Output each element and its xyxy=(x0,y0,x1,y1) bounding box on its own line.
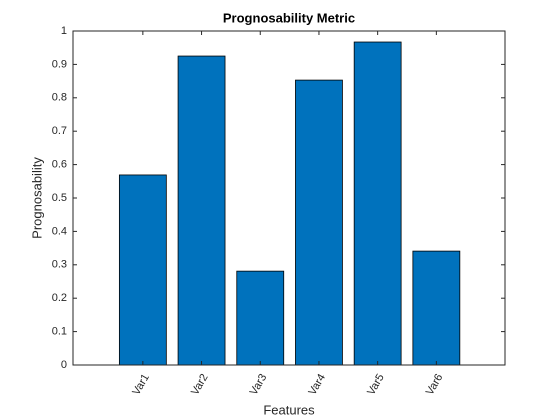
y-tick-label: 0.6 xyxy=(52,159,67,171)
y-axis-label: Prognosability xyxy=(29,157,44,239)
y-tick-label: 0.1 xyxy=(52,326,67,338)
bar xyxy=(295,79,343,366)
bar xyxy=(353,41,402,366)
y-tick-label: 0.7 xyxy=(52,125,67,137)
chart-title: Prognosability Metric xyxy=(223,10,355,25)
x-axis-label: Features xyxy=(263,402,315,417)
axes-box xyxy=(72,30,506,366)
y-tick-label: 1 xyxy=(61,25,67,37)
bar xyxy=(177,55,226,366)
y-tick-label: 0.8 xyxy=(52,92,67,104)
y-tick-label: 0 xyxy=(61,359,67,371)
y-tick-label: 0.2 xyxy=(52,292,67,304)
y-tick-label: 0.4 xyxy=(52,225,67,237)
bar xyxy=(236,270,285,366)
y-tick-label: 0.9 xyxy=(52,58,67,70)
y-tick-label: 0.5 xyxy=(52,192,67,204)
bar xyxy=(118,174,167,366)
bar xyxy=(412,250,461,366)
y-tick-label: 0.3 xyxy=(52,259,67,271)
